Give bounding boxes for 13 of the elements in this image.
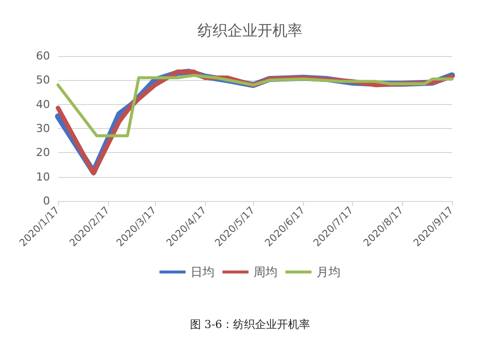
y-tick-label: 30 (36, 122, 50, 135)
y-tick-label: 40 (36, 98, 50, 111)
y-tick-label: 60 (36, 50, 50, 62)
line-series (56, 74, 454, 138)
y-tick-label: 0 (43, 194, 50, 208)
caption: 图 3-6：纺织企业开机率 (190, 318, 310, 331)
legend-label: 月均 (316, 265, 340, 279)
y-tick-label: 50 (36, 74, 50, 87)
chart-title: 纺织企业开机率 (198, 22, 302, 40)
legend-label: 周均 (254, 265, 278, 279)
legend-label: 日均 (190, 265, 214, 279)
y-tick-label: 20 (36, 146, 50, 160)
y-tick-label: 10 (36, 170, 50, 184)
